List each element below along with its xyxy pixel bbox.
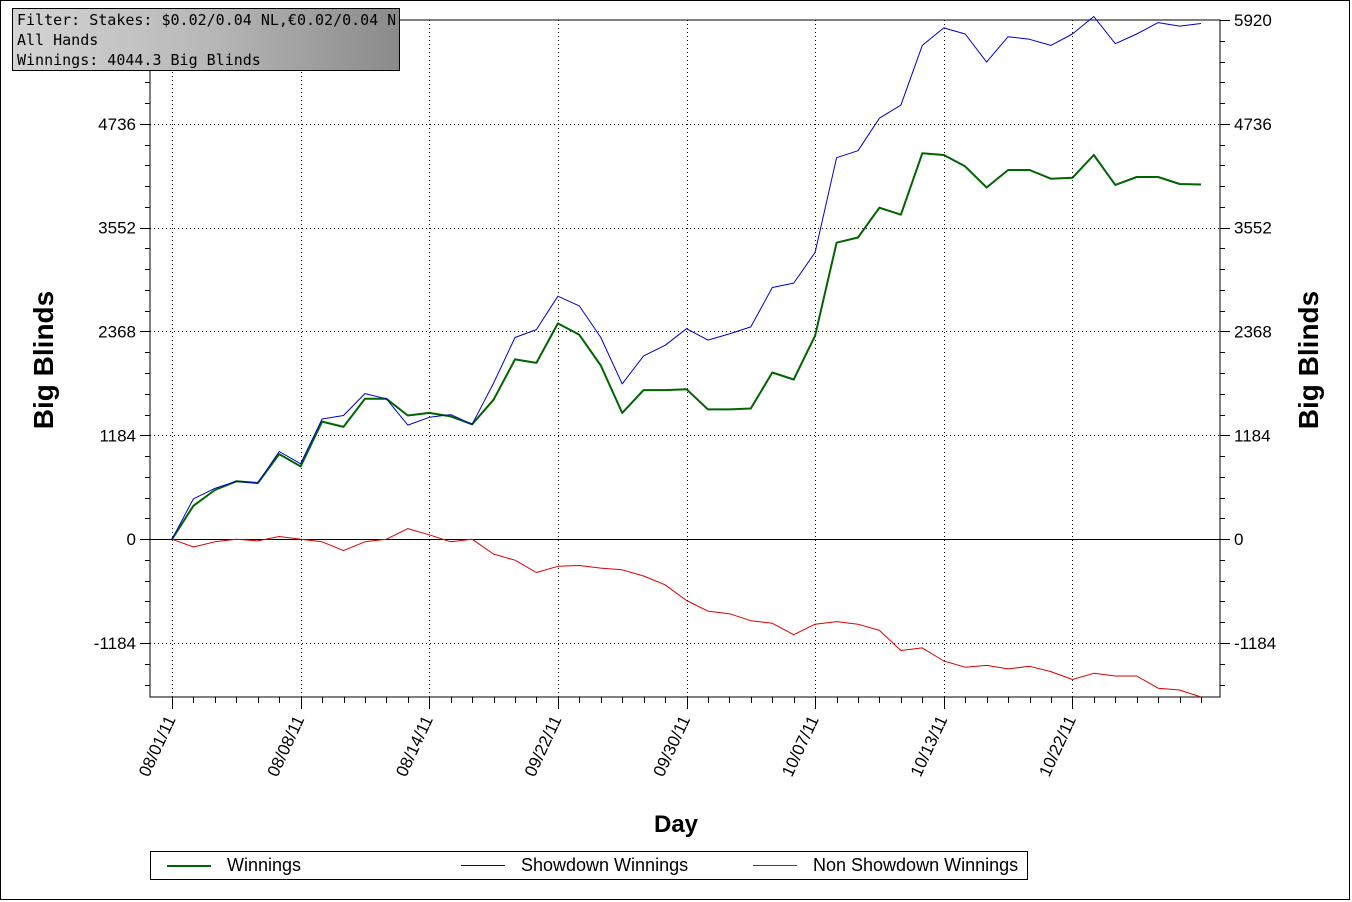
winnings-text: Winnings: 4044.3 Big Blinds <box>17 51 261 69</box>
legend-swatch-non-showdown <box>753 865 797 866</box>
y-tick-label-left: 1184 <box>99 426 136 445</box>
legend-label-winnings: Winnings <box>227 855 302 875</box>
x-tick-label: 08/08/11 <box>264 713 309 780</box>
x-axis-title: Day <box>654 811 699 838</box>
x-tick-label: 10/13/11 <box>907 713 952 780</box>
hands-text: All Hands <box>17 31 99 49</box>
x-tick-label: 08/14/11 <box>392 713 437 780</box>
y-tick-label-left: 0 <box>127 530 136 549</box>
grid <box>150 20 1220 697</box>
x-tick-label: 10/22/11 <box>1035 713 1080 780</box>
y-tick-label-right: -1184 <box>1234 634 1276 653</box>
series-line-showdown-winnings <box>171 16 1202 540</box>
series-line-winnings <box>171 152 1202 540</box>
y-tick-label-right: 0 <box>1234 530 1243 549</box>
legend-swatch-showdown <box>461 865 505 866</box>
x-tick-label: 09/22/11 <box>521 713 566 780</box>
y-tick-label-left: 2368 <box>98 322 136 341</box>
y-tick-label-right: 2368 <box>1234 322 1272 341</box>
legend: Winnings Showdown Winnings Non Showdown … <box>150 851 1028 880</box>
x-tick-label: 08/01/11 <box>135 713 180 780</box>
y-tick-label-left: 3552 <box>98 219 136 238</box>
legend-item-winnings: Winnings <box>167 852 301 879</box>
legend-item-non-showdown: Non Showdown Winnings <box>753 852 1018 879</box>
legend-label-non-showdown: Non Showdown Winnings <box>813 855 1019 875</box>
y-tick-label-right: 4736 <box>1234 115 1272 134</box>
legend-label-showdown: Showdown Winnings <box>521 855 689 875</box>
plot-border <box>149 19 1221 698</box>
y-tick-label-right: 3552 <box>1234 219 1272 238</box>
legend-swatch-winnings <box>167 864 211 867</box>
x-tick-label: 09/30/11 <box>649 713 694 780</box>
y-axis-title-left: Big Blinds <box>28 291 59 429</box>
legend-item-showdown: Showdown Winnings <box>461 852 688 879</box>
y-tick-label-left: 4736 <box>98 115 136 134</box>
axes: -1184 -1184 0 0 1184 1184 2368 2368 3552 3552 4736… <box>94 11 1276 780</box>
y-tick-label-right: 1184 <box>1234 426 1271 445</box>
filter-text: Filter: Stakes: $0.02/0.04 NL,€0.02/0.04… <box>17 11 395 29</box>
y-tick-label-left: -1184 <box>94 634 136 653</box>
series-line-non-showdown-winnings <box>171 528 1202 698</box>
y-tick-label-right: 5920 <box>1234 11 1272 30</box>
filter-info-box: Filter: Stakes: $0.02/0.04 NL,€0.02/0.04… <box>12 8 400 71</box>
series-lines <box>171 16 1202 698</box>
y-axis-title-right: Big Blinds <box>1293 291 1324 429</box>
x-tick-label: 10/07/11 <box>778 713 823 780</box>
